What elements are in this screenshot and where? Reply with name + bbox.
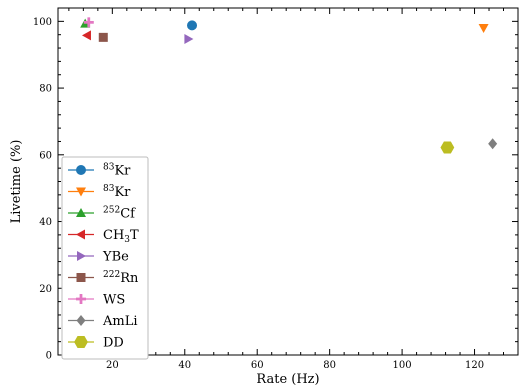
- legend-suffix: T: [130, 228, 139, 243]
- legend-marker: [76, 273, 86, 282]
- y-tick-label: 80: [39, 84, 52, 95]
- data-point-series-1: [478, 24, 489, 34]
- data-point-series-6: [83, 17, 94, 28]
- x-tick-label: 40: [178, 360, 191, 371]
- legend-entry: DD: [68, 336, 124, 351]
- y-axis-title: Livetime (%): [9, 140, 24, 224]
- legend-series-name: Cf: [120, 207, 136, 222]
- legend-label: WS: [103, 293, 125, 308]
- legend-marker: [76, 208, 86, 217]
- y-tick-label: 60: [39, 150, 52, 161]
- legend-marker: [76, 315, 86, 326]
- legend-label: YBe: [102, 250, 129, 265]
- x-tick-label: 60: [251, 360, 264, 371]
- legend-series-name: Rn: [120, 271, 139, 286]
- x-axis-title: Rate (Hz): [256, 372, 319, 387]
- data-point-series-5: [98, 32, 108, 42]
- legend-label: 83Kr: [103, 163, 131, 179]
- legend-entry: YBe: [68, 250, 129, 265]
- legend-series-name: Kr: [114, 164, 131, 179]
- legend-label: CH3T: [103, 228, 139, 245]
- data-point-series-7: [488, 138, 498, 150]
- legend-isotope: 83: [103, 184, 115, 194]
- legend-entry: 83Kr: [68, 184, 131, 200]
- legend-series-name: DD: [103, 336, 124, 351]
- legend-box: [61, 156, 149, 360]
- legend-entry: 252Cf: [68, 206, 136, 222]
- legend-marker: [76, 165, 86, 175]
- legend-isotope: 252: [103, 206, 120, 216]
- legend-marker: [74, 336, 88, 348]
- data-point-series-3: [81, 30, 91, 41]
- x-tick-label: 80: [323, 360, 336, 371]
- data-point-series-8: [440, 141, 455, 154]
- legend-series-name: AmLi: [102, 314, 138, 329]
- legend-isotope: 222: [103, 270, 120, 280]
- y-tick-label: 100: [33, 17, 52, 28]
- legend-isotope: 83: [103, 163, 115, 173]
- legend-label: 83Kr: [103, 184, 131, 200]
- x-tick-label: 20: [106, 360, 119, 371]
- legend-label: 252Cf: [103, 206, 136, 222]
- legend-series-name: CH: [103, 228, 124, 243]
- y-tick-label: 40: [39, 217, 52, 228]
- legend-entry: CH3T: [68, 228, 139, 245]
- legend-subscript: 3: [124, 235, 130, 245]
- x-tick-label: 120: [465, 360, 484, 371]
- legend-marker: [76, 229, 85, 240]
- legend-series-name: Kr: [114, 185, 131, 200]
- legend-entry: AmLi: [68, 314, 138, 329]
- data-point-series-4: [184, 34, 194, 45]
- legend-marker: [77, 251, 86, 261]
- legend-label: DD: [103, 336, 124, 351]
- legend-entry: 222Rn: [68, 270, 139, 286]
- legend-marker: [76, 187, 86, 197]
- x-tick-label: 100: [393, 360, 412, 371]
- data-point-series-0: [187, 20, 198, 31]
- legend-entry: WS: [68, 293, 125, 308]
- y-tick-label: 20: [39, 284, 52, 295]
- legend-label: 222Rn: [103, 270, 139, 286]
- legend-entry: 83Kr: [68, 163, 131, 179]
- legend-marker: [76, 294, 86, 304]
- data-points: [80, 17, 498, 154]
- axis-ticks: 20 40 60 80 100 120 0 20 40 60 80 100: [33, 7, 519, 371]
- legend-series-name: YBe: [102, 250, 129, 265]
- y-tick-label: 0: [46, 351, 52, 362]
- legend-label: AmLi: [102, 314, 138, 329]
- legend-series-name: WS: [103, 293, 125, 308]
